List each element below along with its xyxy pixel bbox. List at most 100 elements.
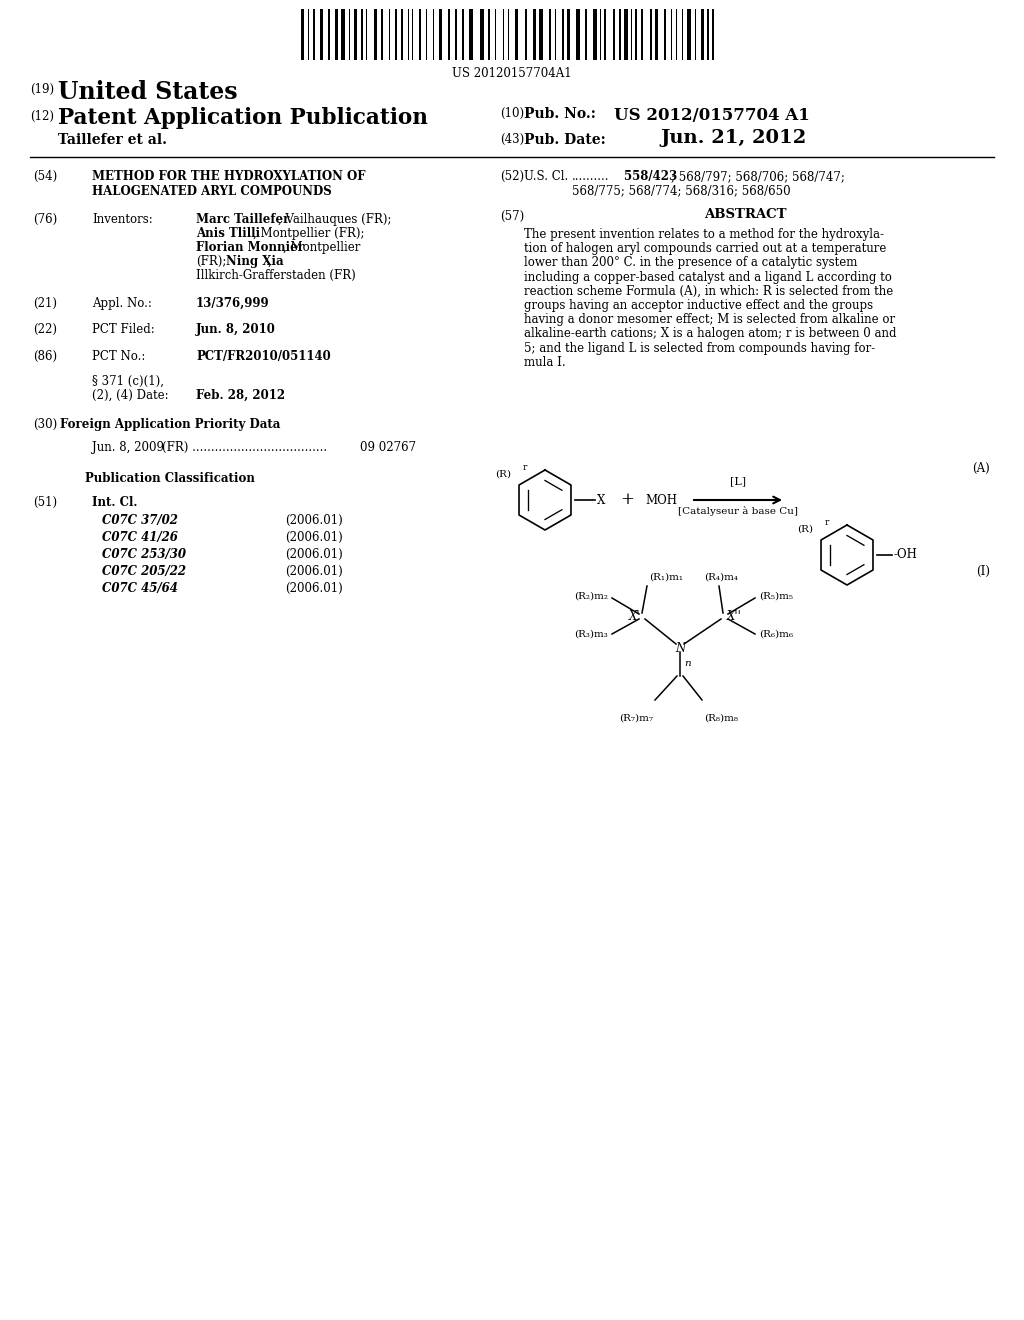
Bar [525,9,527,59]
Text: +: + [621,491,634,508]
Text: Marc Taillefer: Marc Taillefer [196,213,290,226]
Bar [469,9,473,59]
Text: (12): (12) [30,110,54,123]
Text: (R₃)m₃: (R₃)m₃ [574,630,608,639]
Text: (I): (I) [976,565,990,578]
Text: (57): (57) [500,210,524,223]
Text: ABSTRACT: ABSTRACT [703,209,786,220]
Bar [655,9,658,59]
Bar [361,9,362,59]
Text: (R₈)m₈: (R₈)m₈ [705,714,738,723]
Text: Jun. 8, 2009: Jun. 8, 2009 [92,441,164,454]
Bar [319,9,323,59]
Bar [354,9,357,59]
Bar [641,9,643,59]
Text: Illkirch-Grafferstaden (FR): Illkirch-Grafferstaden (FR) [196,269,355,282]
Text: (R): (R) [495,470,511,479]
Bar [328,9,330,59]
Bar [585,9,587,59]
Bar [480,9,484,59]
Bar [604,9,606,59]
Text: United States: United States [58,81,238,104]
Text: (R₅)m₅: (R₅)m₅ [759,591,793,601]
Bar [687,9,691,59]
Text: groups having an acceptor inductive effect and the groups: groups having an acceptor inductive effe… [524,300,873,312]
Text: (A): (A) [972,462,990,475]
Bar [635,9,637,59]
Text: Jun. 8, 2010: Jun. 8, 2010 [196,323,275,337]
Text: 13/376,999: 13/376,999 [196,297,269,310]
Text: 09 02767: 09 02767 [360,441,416,454]
Text: US 2012/0157704 A1: US 2012/0157704 A1 [614,107,810,124]
Text: (R): (R) [797,525,813,535]
Bar [618,9,621,59]
Text: (2006.01): (2006.01) [285,548,343,561]
Text: X': X' [629,610,640,623]
Bar [712,9,714,59]
Text: PCT No.:: PCT No.: [92,350,145,363]
Text: PCT/FR2010/051140: PCT/FR2010/051140 [196,350,331,363]
Bar [395,9,397,59]
Bar [539,9,543,59]
Bar [534,9,536,59]
Bar [419,9,421,59]
Text: (R₇)m₇: (R₇)m₇ [618,714,653,723]
Text: Appl. No.:: Appl. No.: [92,297,152,310]
Text: (30): (30) [33,418,57,432]
Text: U.S. Cl.: U.S. Cl. [524,170,568,183]
Text: (R₆)m₆: (R₆)m₆ [759,630,793,639]
Bar [301,9,304,59]
Text: (2006.01): (2006.01) [285,513,343,527]
Text: C07C 41/26: C07C 41/26 [102,531,178,544]
Bar [562,9,564,59]
Text: X'': X'' [727,610,741,623]
Text: (2006.01): (2006.01) [285,531,343,544]
Text: alkaline-earth cations; X is a halogen atom; r is between 0 and: alkaline-earth cations; X is a halogen a… [524,327,896,341]
Bar [549,9,551,59]
Text: (2), (4) Date:: (2), (4) Date: [92,389,169,403]
Text: (R₄)m₄: (R₄)m₄ [705,573,738,582]
Text: (21): (21) [33,297,57,310]
Text: N: N [675,642,685,655]
Text: HALOGENATED ARYL COMPOUNDS: HALOGENATED ARYL COMPOUNDS [92,185,332,198]
Text: , Montpellier: , Montpellier [283,242,360,253]
Text: [Catalyseur à base Cu]: [Catalyseur à base Cu] [678,506,798,516]
Text: (FR);: (FR); [196,255,226,268]
Text: Taillefer et al.: Taillefer et al. [58,133,167,147]
Bar [401,9,403,59]
Text: (76): (76) [33,213,57,226]
Text: n: n [684,660,690,668]
Text: 568/775; 568/774; 568/316; 568/650: 568/775; 568/774; 568/316; 568/650 [572,183,791,197]
Text: (10): (10) [500,107,524,120]
Text: C07C 45/64: C07C 45/64 [102,582,178,595]
Text: (22): (22) [33,323,57,337]
Bar [335,9,338,59]
Text: (51): (51) [33,496,57,510]
Text: ..........: .......... [572,170,609,183]
Bar [515,9,518,59]
Text: Int. Cl.: Int. Cl. [92,496,137,510]
Text: C07C 205/22: C07C 205/22 [102,565,186,578]
Text: (52): (52) [500,170,524,183]
Text: r: r [523,463,527,473]
Bar [341,9,345,59]
Bar [455,9,457,59]
Text: , Montpellier (FR);: , Montpellier (FR); [253,227,365,240]
Text: having a donor mesomer effect; M is selected from alkaline or: having a donor mesomer effect; M is sele… [524,313,895,326]
Text: tion of halogen aryl compounds carried out at a temperature: tion of halogen aryl compounds carried o… [524,242,887,255]
Bar [439,9,442,59]
Bar [488,9,490,59]
Text: including a copper-based catalyst and a ligand L according to: including a copper-based catalyst and a … [524,271,892,284]
Text: (2006.01): (2006.01) [285,582,343,595]
Text: (2006.01): (2006.01) [285,565,343,578]
Text: (43): (43) [500,133,524,147]
Bar [701,9,705,59]
Text: , Vailhauques (FR);: , Vailhauques (FR); [278,213,391,226]
Bar [575,9,580,59]
Text: [L]: [L] [730,477,746,486]
Text: Inventors:: Inventors: [92,213,153,226]
Text: Pub. Date:: Pub. Date: [524,133,606,147]
Text: Florian Monnier: Florian Monnier [196,242,304,253]
Bar [381,9,383,59]
Bar [374,9,377,59]
